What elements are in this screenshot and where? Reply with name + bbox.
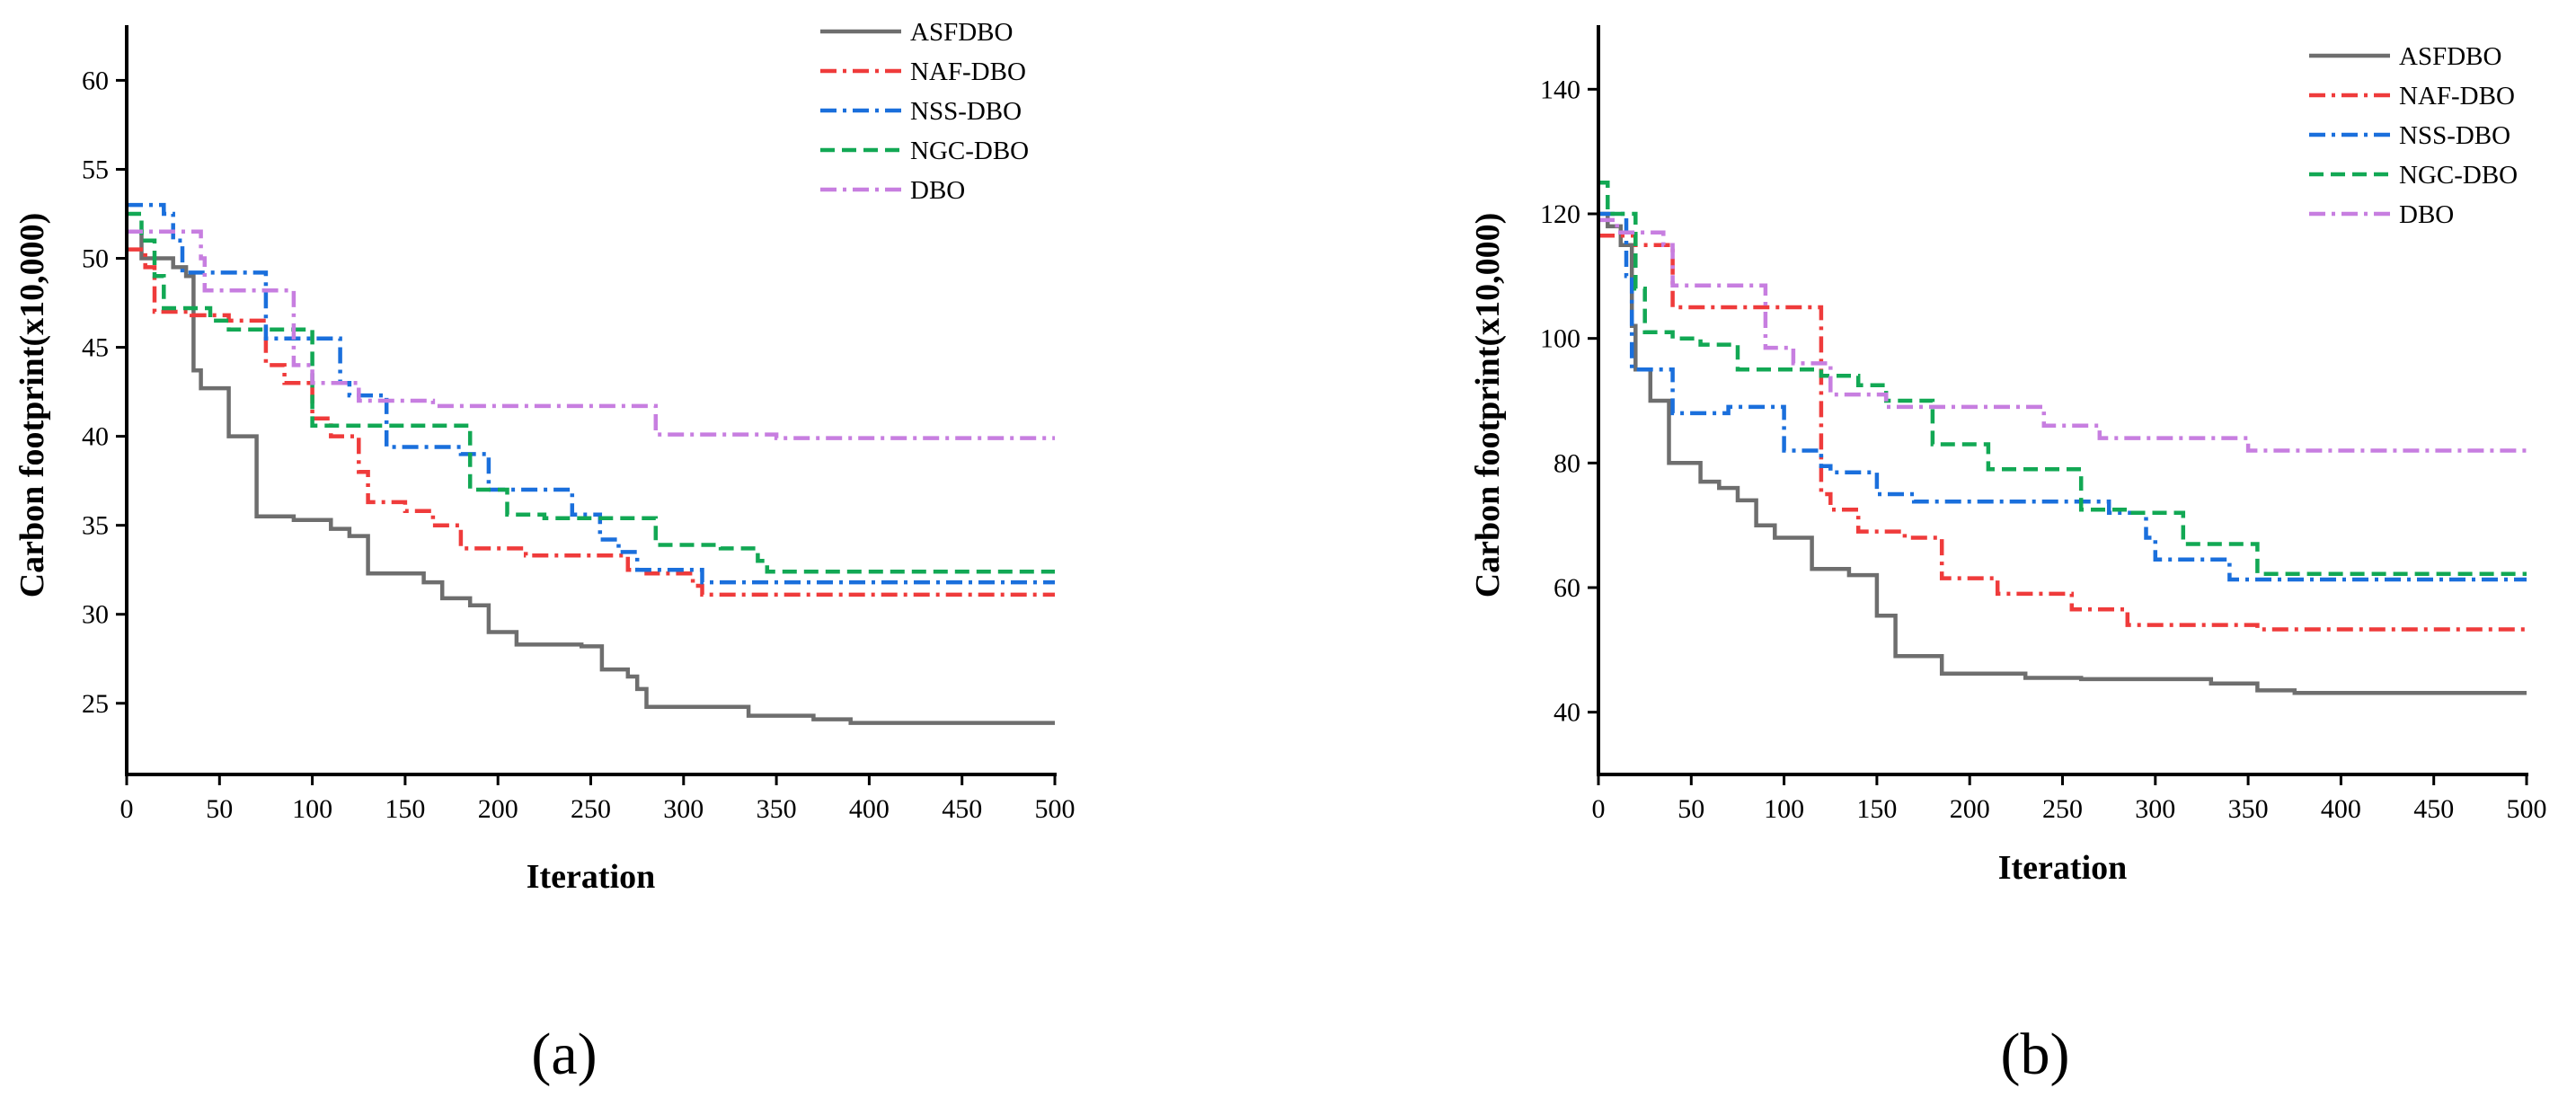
y-tick-label: 120: [1540, 199, 1580, 229]
y-tick-label: 30: [82, 600, 109, 630]
series-line-asfdbo: [1598, 211, 2527, 695]
x-tick-label: 200: [1950, 794, 1990, 824]
panel-label: (a): [531, 1022, 597, 1087]
legend-label-nss-dbo: NSS-DBO: [910, 97, 1022, 126]
x-tick-label: 400: [849, 794, 890, 824]
x-tick-label: 100: [1764, 794, 1804, 824]
x-tick-label: 100: [292, 794, 332, 824]
x-tick-label: 0: [1592, 794, 1606, 824]
x-tick-label: 50: [1677, 794, 1704, 824]
x-tick-label: 400: [2321, 794, 2361, 824]
series-line-dbo: [1598, 217, 2527, 453]
y-tick-label: 60: [82, 66, 109, 95]
y-tick-label: 45: [82, 333, 109, 363]
series-line-asfdbo: [127, 229, 1055, 725]
y-axis-title: Carbon footprint(x10,000): [13, 213, 51, 598]
legend-label-naf-dbo: NAF-DBO: [910, 58, 1026, 86]
x-tick-label: 250: [571, 794, 611, 824]
series-line-nss-dbo: [127, 202, 1055, 585]
y-tick-label: 100: [1540, 324, 1580, 354]
x-tick-label: 150: [385, 794, 425, 824]
chart-panel-a: 0 50 100 150 200 250 300 350 400 450 500 25 30 35 40 45…: [13, 18, 1076, 1087]
panel-label: (b): [2001, 1022, 2070, 1087]
series-line-ngc-dbo: [1598, 181, 2527, 576]
x-tick-label: 300: [2135, 794, 2175, 824]
chart-panel-b: 0 50 100 150 200 250 300 350 400 450 500 40 60 80 100 1…: [1469, 25, 2547, 1087]
series-line-naf-dbo: [1598, 234, 2527, 632]
legend-label-dbo: DBO: [910, 176, 965, 205]
series-line-naf-dbo: [127, 247, 1055, 597]
y-tick-label: 140: [1540, 75, 1580, 104]
legend-label-asfdbo: ASFDBO: [2399, 42, 2501, 71]
x-tick-label: 350: [2228, 794, 2269, 824]
x-tick-label: 0: [120, 794, 134, 824]
x-axis-title: Iteration: [527, 858, 656, 896]
legend: ASFDBO NAF-DBO NSS-DBO NGC-DBO DBO: [2309, 42, 2518, 229]
legend-label-ngc-dbo: NGC-DBO: [910, 137, 1029, 165]
x-tick-label: 200: [478, 794, 518, 824]
y-tick-label: 25: [82, 689, 109, 719]
series-line-nss-dbo: [1598, 211, 2527, 582]
legend: ASFDBO NAF-DBO NSS-DBO NGC-DBO DBO: [820, 18, 1029, 205]
legend-label-nss-dbo: NSS-DBO: [2399, 121, 2510, 150]
legend-label-dbo: DBO: [2399, 200, 2454, 229]
legend-label-ngc-dbo: NGC-DBO: [2399, 161, 2518, 190]
legend-label-asfdbo: ASFDBO: [910, 18, 1013, 47]
y-tick-label: 60: [1554, 573, 1580, 603]
y-tick-label: 80: [1554, 448, 1580, 478]
x-tick-label: 50: [206, 794, 233, 824]
x-tick-label: 500: [2507, 794, 2547, 824]
x-axis-title: Iteration: [1998, 849, 2128, 887]
x-tick-label: 350: [757, 794, 797, 824]
series-line-dbo: [127, 229, 1055, 440]
y-tick-label: 50: [82, 244, 109, 274]
y-tick-label: 55: [82, 155, 109, 184]
x-tick-label: 500: [1035, 794, 1076, 824]
x-tick-label: 450: [2413, 794, 2454, 824]
y-tick-label: 35: [82, 511, 109, 541]
y-axis-title: Carbon footprint(x10,000): [1469, 213, 1507, 598]
x-tick-label: 300: [663, 794, 704, 824]
series-line-ngc-dbo: [127, 211, 1055, 574]
x-tick-label: 250: [2042, 794, 2083, 824]
y-tick-label: 40: [82, 422, 109, 452]
x-tick-label: 450: [942, 794, 982, 824]
x-tick-label: 150: [1856, 794, 1897, 824]
y-tick-label: 40: [1554, 698, 1580, 728]
legend-label-naf-dbo: NAF-DBO: [2399, 82, 2515, 111]
